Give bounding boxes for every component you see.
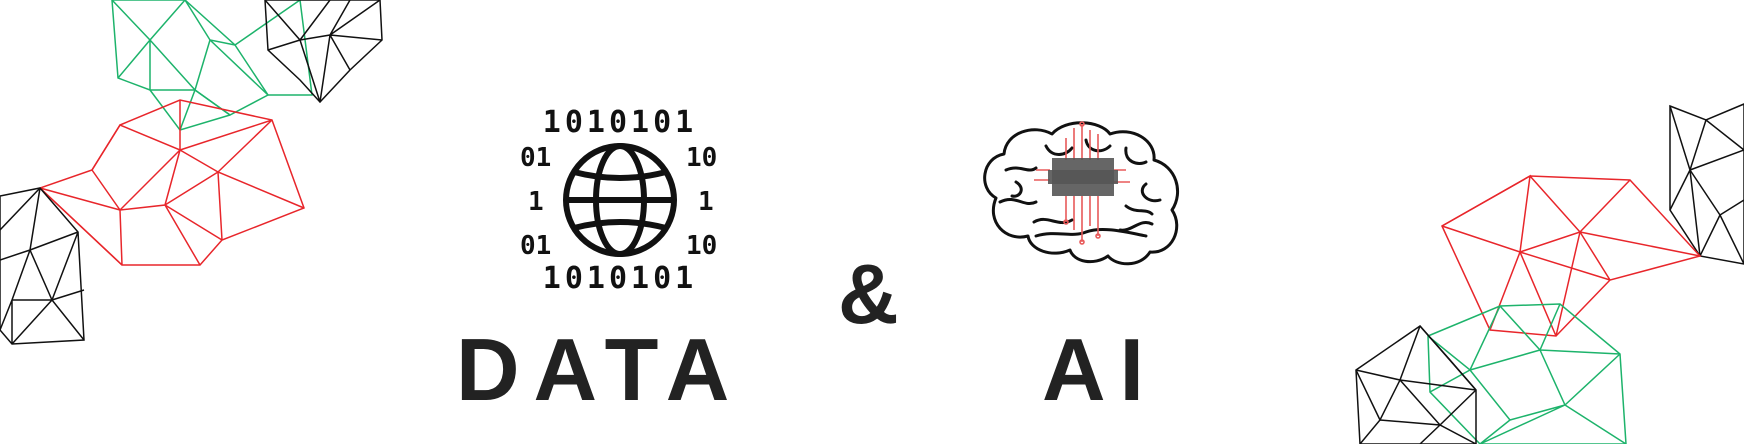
black-network-right-bottom (1355, 325, 1477, 444)
brain-circuit-icon (983, 121, 1180, 266)
black-network-left (0, 187, 85, 345)
binary-right-bottom: 10 (686, 231, 717, 261)
green-network-right (1427, 303, 1627, 444)
globe-icon (563, 143, 677, 257)
circuit-traces (1034, 121, 1130, 245)
black-network-top-left (264, 0, 383, 104)
binary-left-top: 01 (520, 143, 551, 173)
binary-left-mid: 1 (528, 187, 544, 217)
black-network-right-top (1669, 103, 1744, 265)
data-title: DATA (456, 320, 744, 419)
red-network-left (38, 99, 305, 266)
binary-right-mid: 1 (698, 187, 714, 217)
binary-left-bottom: 01 (520, 231, 551, 261)
binary-top-row: 1010101 (543, 105, 697, 140)
binary-bottom-row: 1010101 (543, 261, 697, 296)
ampersand-connector: & (838, 247, 899, 341)
globe-binary-icon: 1010101 1010101 01 1 01 10 1 10 (520, 105, 717, 296)
red-network-right (1441, 174, 1702, 337)
binary-right-top: 10 (686, 143, 717, 173)
ai-title: AI (1042, 320, 1158, 419)
